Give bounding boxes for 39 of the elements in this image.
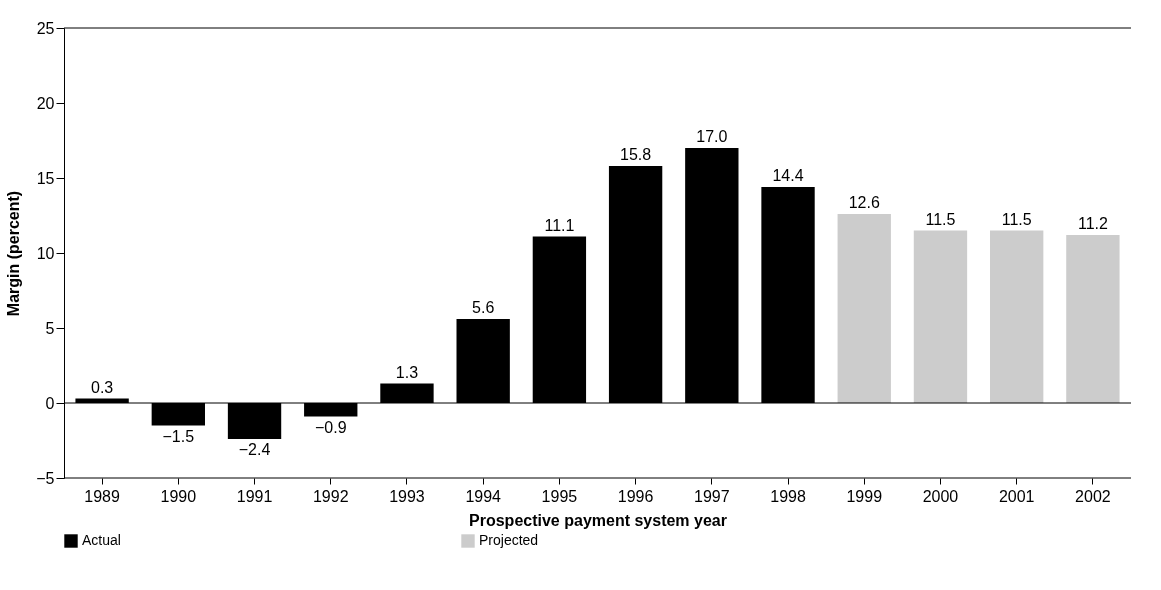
data-label: 11.1	[544, 216, 575, 234]
data-label: 5.6	[472, 299, 495, 316]
y-tick-label: 20	[36, 94, 55, 112]
data-label: 11.5	[925, 210, 956, 228]
data-label: 15.8	[620, 146, 652, 163]
legend-label: Actual	[82, 532, 121, 548]
data-label: 14.4	[772, 167, 804, 184]
x-tick-label: 1995	[541, 487, 578, 505]
data-label: 11.5	[1001, 210, 1032, 228]
x-tick-label: 2002	[1075, 487, 1111, 505]
data-label: 12.6	[848, 194, 880, 211]
x-tick-label: 1993	[389, 487, 425, 505]
x-tick-label: 1998	[770, 487, 806, 505]
data-label: −1.5	[162, 427, 195, 445]
x-tick-label: 1992	[312, 487, 349, 505]
x-tick-label: 1997	[694, 487, 730, 505]
x-tick-label: 1990	[160, 487, 197, 505]
data-label: 11.2	[1077, 215, 1108, 232]
y-tick-label: 10	[36, 244, 55, 262]
x-tick-label: 1994	[465, 487, 502, 505]
x-tick-label: 2000	[922, 487, 959, 505]
data-label: 1.3	[395, 363, 419, 381]
y-tick-label: 25	[36, 19, 55, 37]
x-tick-label: 1989	[84, 487, 121, 505]
x-tick-label: 1996	[617, 487, 654, 505]
y-tick-label: 15	[36, 169, 55, 187]
x-axis-title: Prospective payment system year	[469, 511, 727, 529]
y-tick-label: 0	[45, 394, 55, 412]
data-label: 0.3	[90, 378, 114, 396]
x-tick-label: 1999	[846, 487, 883, 505]
data-label: 17.0	[696, 128, 728, 145]
x-tick-label: 1991	[236, 487, 273, 505]
legend-label: Projected	[479, 532, 539, 548]
data-label: −0.9	[314, 418, 347, 436]
data-label: −2.4	[238, 441, 271, 458]
y-axis-title: Margin (percent)	[5, 190, 23, 317]
y-tick-label: −5	[36, 469, 55, 487]
y-tick-label: 5	[45, 319, 55, 337]
x-tick-label: 2001	[998, 487, 1035, 505]
